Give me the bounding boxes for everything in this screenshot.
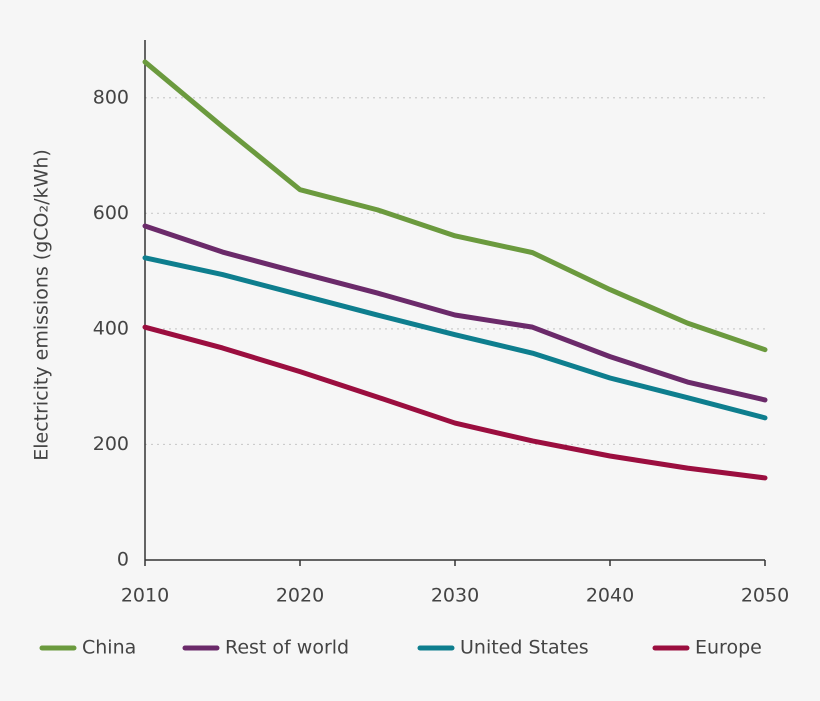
- y-tick-label: 600: [93, 202, 129, 224]
- x-tick-label: 2040: [586, 585, 634, 607]
- legend-label: United States: [460, 637, 589, 659]
- series-line: [142, 255, 768, 421]
- x-tick-label: 2050: [741, 585, 789, 607]
- legend-label: China: [82, 637, 136, 659]
- y-axis-label: Electricity emissions (gCO₂/kWh): [31, 149, 53, 461]
- y-tick-label: 400: [93, 317, 129, 339]
- y-tick-label: 0: [117, 549, 129, 571]
- y-tick-label: 800: [93, 86, 129, 108]
- legend-label: Rest of world: [225, 637, 349, 659]
- x-tick-label: 2030: [431, 585, 479, 607]
- legend-label: Europe: [695, 637, 762, 659]
- series-line: [142, 59, 768, 353]
- x-tick-label: 2010: [121, 585, 169, 607]
- series-line: [142, 324, 768, 481]
- series-line: [142, 223, 768, 403]
- x-tick-label: 2020: [276, 585, 324, 607]
- y-tick-label: 200: [93, 433, 129, 455]
